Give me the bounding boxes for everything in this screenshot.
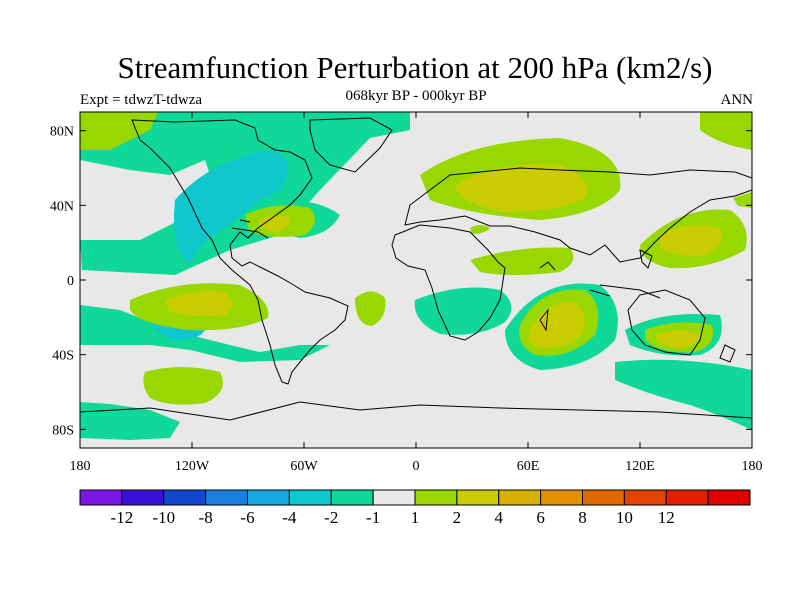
colorbar-swatch [414, 489, 458, 506]
colorbar-label: 12 [658, 508, 675, 527]
coastlines [80, 117, 752, 421]
colorbar-swatch [79, 489, 123, 506]
colorbar-swatch [288, 489, 332, 506]
colorbar-swatch [623, 489, 667, 506]
colorbar-label: -8 [199, 508, 213, 527]
experiment-label: Expt = tdwzT-tdwza [80, 92, 203, 108]
lat-tick-label: 80S [52, 423, 74, 438]
colorbar-label: 10 [616, 508, 633, 527]
lon-tick-label: 60E [517, 459, 540, 474]
latitude-axis: 80N 40N 0 40S 80S [50, 125, 752, 438]
lat-tick-label: 80N [50, 125, 74, 140]
lon-tick-label: 180 [742, 459, 763, 474]
colorbar-swatch [330, 489, 374, 506]
colorbar-label: -4 [282, 508, 297, 527]
lat-tick-label: 0 [67, 274, 74, 289]
lon-tick-label: 60W [290, 459, 318, 474]
colorbar-swatch [247, 489, 290, 506]
colorbar-label: 2 [453, 508, 462, 527]
colorbar-label: 6 [536, 508, 545, 527]
colorbar-swatch [665, 489, 709, 506]
lat-tick-label: 40S [52, 349, 74, 364]
lon-tick-label: 120E [625, 459, 655, 474]
map-plot-area [80, 112, 752, 448]
map-subtitle: 068kyr BP - 000kyr BP [345, 88, 487, 104]
colorbar-swatch [498, 489, 542, 506]
colorbar-swatch [707, 489, 751, 506]
colorbar-label: -1 [366, 508, 380, 527]
map-title: Streamfunction Perturbation at 200 hPa (… [117, 50, 713, 85]
colorbar-swatch [121, 489, 165, 506]
lon-tick-label: 180 [70, 459, 91, 474]
colorbar-label: 4 [495, 508, 504, 527]
colorbar-swatch [540, 489, 583, 506]
colorbar-label: -10 [152, 508, 175, 527]
colorbar-swatch [372, 489, 416, 506]
lat-tick-label: 40N [50, 199, 74, 214]
longitude-axis: 180 120W 60W 0 60E 120E 180 [70, 112, 763, 474]
lon-tick-label: 120W [175, 459, 210, 474]
lon-tick-label: 0 [413, 459, 420, 474]
colorbar-label: 8 [578, 508, 587, 527]
colorbar: -12 -10 -8 -6 -4 -2 -1 1 2 4 6 8 10 12 [79, 489, 751, 527]
colorbar-label: 1 [411, 508, 420, 527]
contour-pos2 [165, 164, 723, 349]
colorbar-label: -6 [240, 508, 254, 527]
colorbar-swatch [582, 489, 625, 506]
colorbar-swatch [163, 489, 207, 506]
colorbar-label: -2 [324, 508, 338, 527]
colorbar-swatch [456, 489, 500, 506]
colorbar-label: -12 [111, 508, 134, 527]
colorbar-swatch [205, 489, 248, 506]
season-label: ANN [720, 92, 754, 108]
